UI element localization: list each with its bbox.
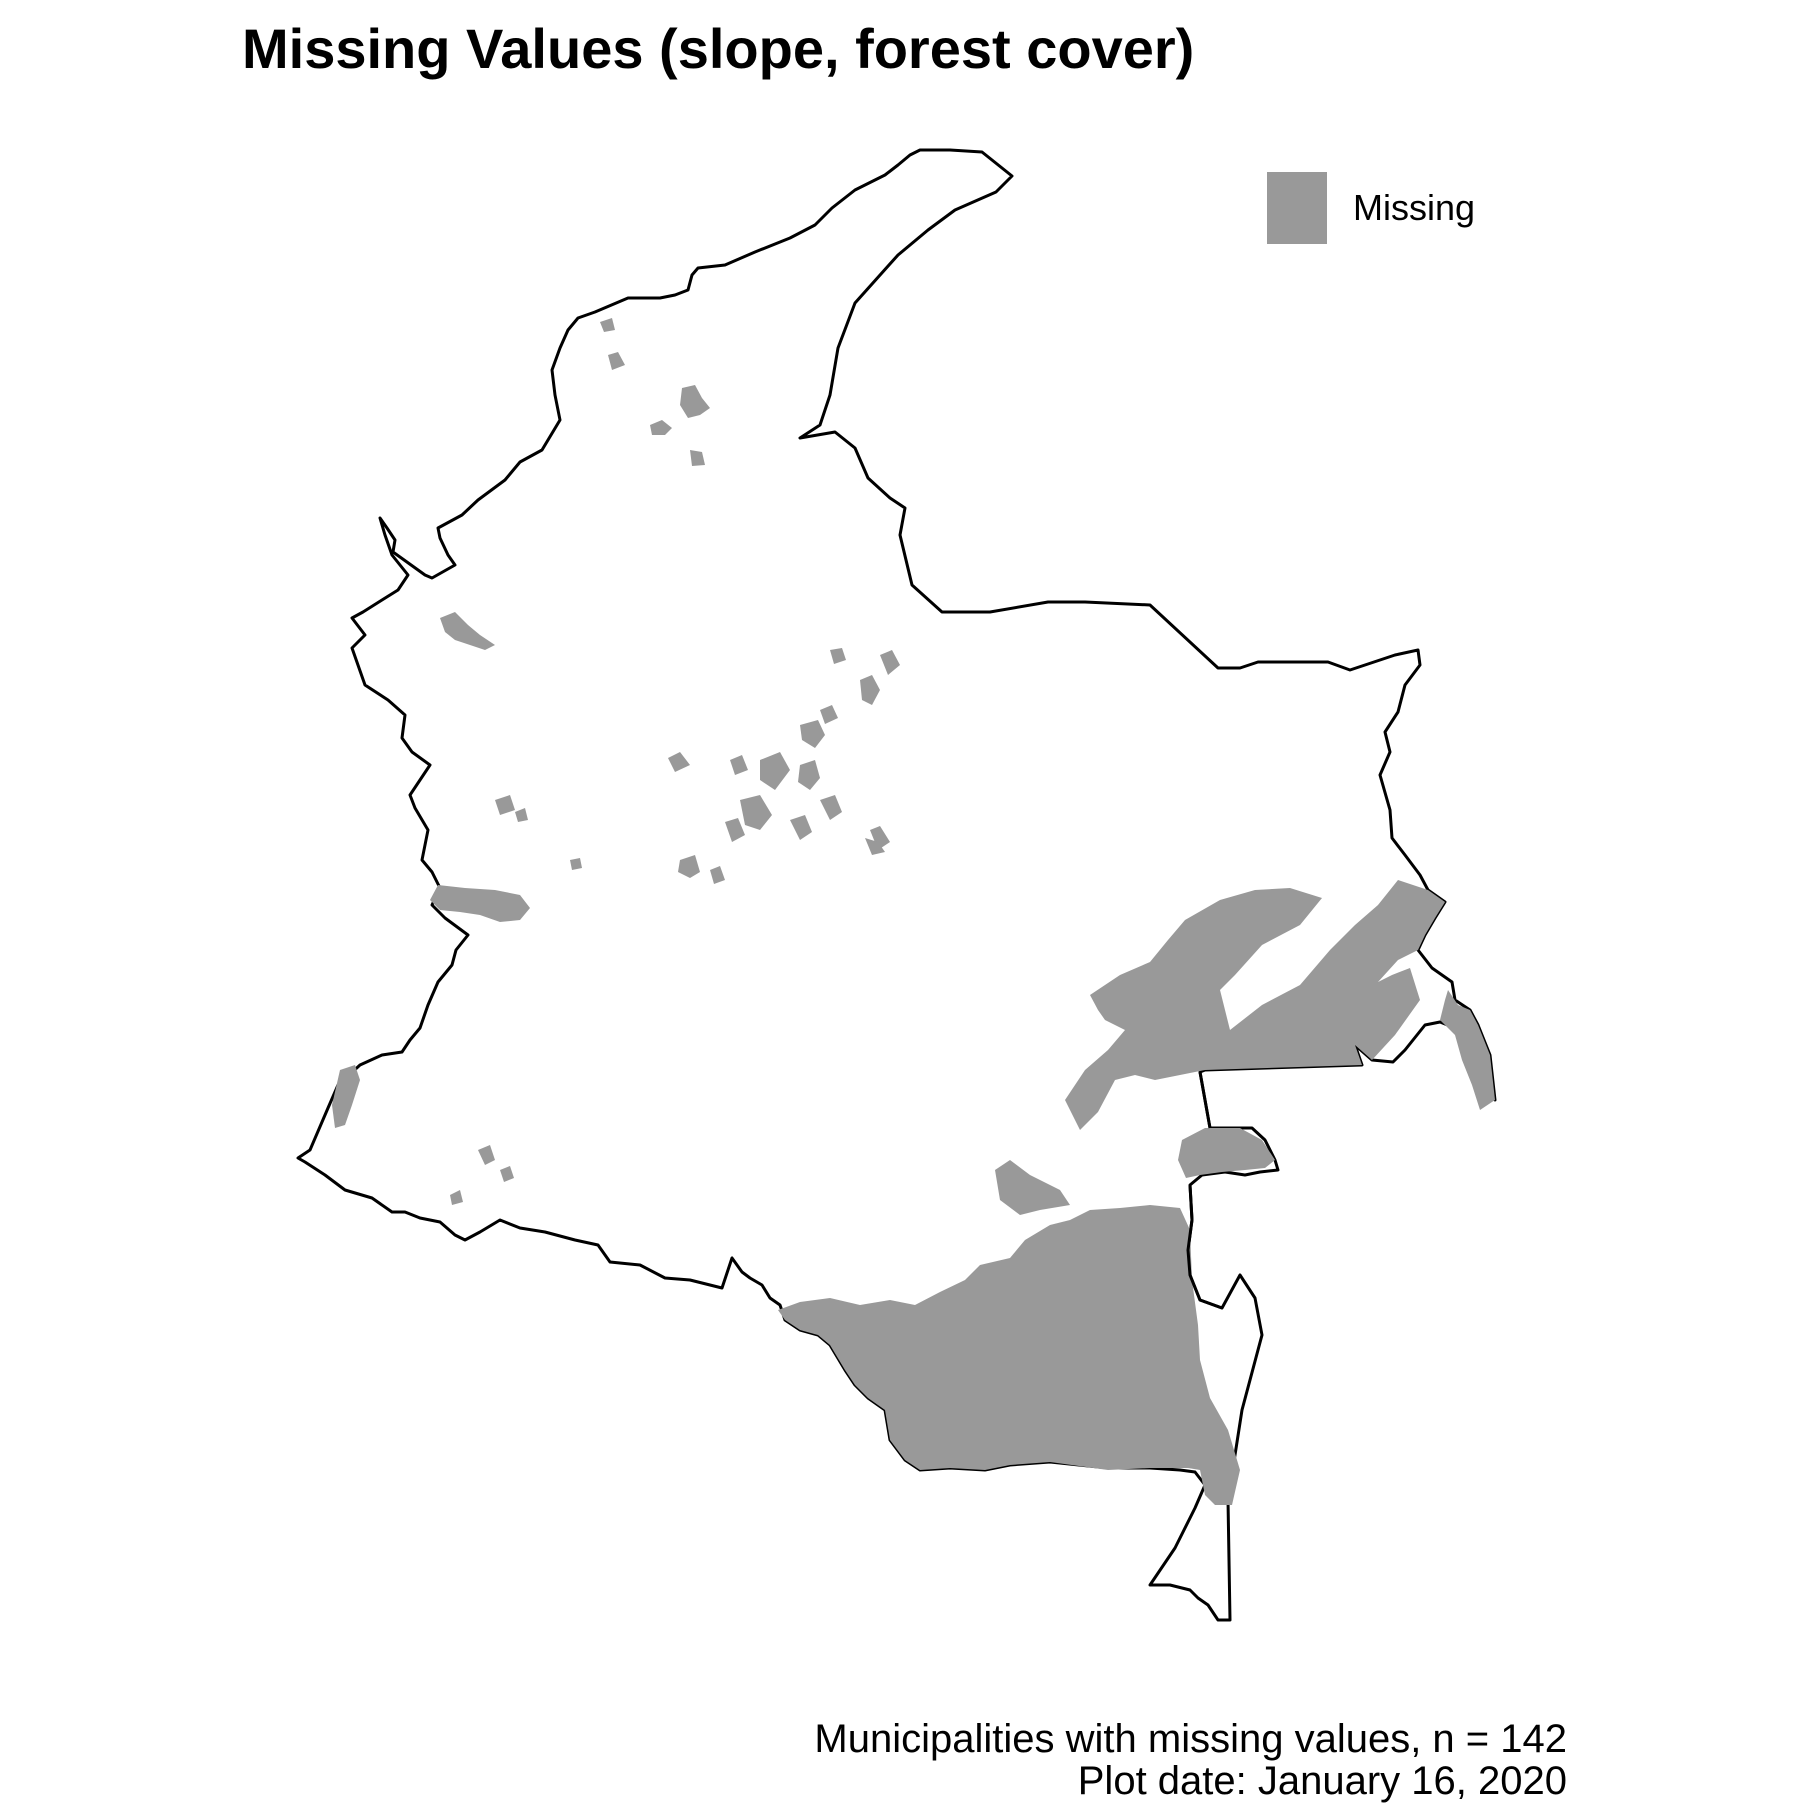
missing-region [860, 675, 880, 705]
missing-region [710, 866, 725, 884]
missing-region [1178, 1128, 1275, 1178]
missing-region [725, 818, 745, 842]
missing-region [830, 648, 846, 664]
legend-label-missing: Missing [1353, 187, 1476, 228]
missing-region [515, 808, 528, 822]
missing-region [478, 1145, 495, 1165]
missing-region [730, 755, 748, 775]
missing-region [740, 795, 772, 830]
missing-region [608, 352, 625, 370]
legend-swatch-missing [1267, 172, 1327, 244]
missing-region [1065, 880, 1445, 1130]
missing-region [865, 838, 885, 855]
missing-region [870, 826, 890, 850]
missing-region [600, 318, 615, 332]
missing-region [820, 705, 838, 724]
missing-region [650, 420, 672, 435]
missing-region [798, 760, 820, 790]
missing-region [880, 650, 900, 675]
missing-region [668, 752, 690, 772]
missing-region [495, 795, 515, 815]
missing-region [450, 1190, 463, 1205]
missing-region [332, 1065, 360, 1128]
caption-plot-date: Plot date: January 16, 2020 [1077, 1759, 1567, 1803]
missing-region [680, 385, 710, 418]
map-caption: Municipalities with missing values, n = … [814, 1718, 1567, 1802]
missing-region [430, 885, 530, 922]
missing-region [790, 815, 812, 840]
missing-regions [332, 318, 1495, 1505]
missing-region [1440, 990, 1495, 1110]
missing-region [440, 612, 495, 650]
missing-region [778, 1205, 1240, 1505]
missing-region [500, 1166, 514, 1182]
map-legend: Missing [1267, 172, 1475, 244]
missing-region [995, 1160, 1070, 1215]
missing-region [690, 450, 705, 466]
missing-region [760, 752, 790, 790]
map-title: Missing Values (slope, forest cover) [242, 17, 1195, 80]
missing-region [820, 795, 842, 820]
missing-region [678, 855, 700, 878]
eastern-border-line [1186, 1071, 1223, 1310]
caption-missing-count: Municipalities with missing values, n = … [814, 1717, 1567, 1761]
missing-region [800, 720, 825, 748]
missing-region [570, 858, 582, 870]
